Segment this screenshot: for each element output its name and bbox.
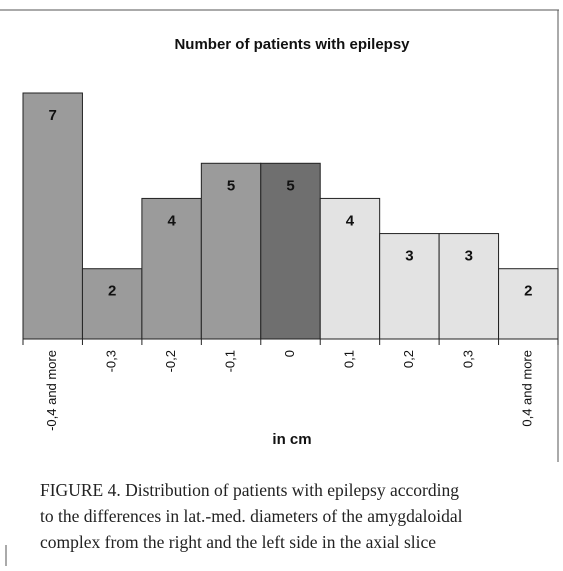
x-tick-label: -0,4 and more	[44, 350, 59, 431]
value-label: 2	[524, 283, 532, 300]
bar	[260, 162, 321, 340]
x-tick-label: -0,1	[222, 350, 237, 372]
value-label: 5	[286, 177, 294, 194]
x-tick-label: 0,4 and more	[520, 350, 535, 427]
chart-title: Number of patients with epilepsy	[174, 36, 410, 53]
x-tick-label: 0,2	[401, 350, 416, 368]
value-label: 7	[49, 107, 57, 124]
value-label: 3	[465, 248, 473, 265]
bar	[200, 162, 262, 340]
caption-line: complex from the right and the left side…	[40, 532, 436, 552]
x-tick-label: -0,3	[104, 350, 119, 372]
caption-line: FIGURE 4. Distribution of patients with …	[40, 480, 459, 500]
bar	[81, 268, 143, 340]
x-tick-label: 0,3	[460, 350, 475, 368]
value-label: 4	[167, 212, 176, 229]
value-label: 3	[405, 248, 413, 265]
value-label: 2	[108, 283, 116, 300]
x-tick-label: -0,2	[163, 350, 178, 372]
x-tick-label: 0,1	[341, 350, 356, 368]
x-axis-label: in cm	[272, 431, 311, 448]
x-tick-label: 0	[282, 350, 297, 357]
bar	[22, 92, 83, 340]
value-label: 4	[346, 212, 355, 229]
value-label: 5	[227, 177, 235, 194]
bar	[141, 197, 202, 340]
caption-line: to the differences in lat.-med. diameter…	[40, 506, 463, 526]
bar	[498, 268, 559, 340]
